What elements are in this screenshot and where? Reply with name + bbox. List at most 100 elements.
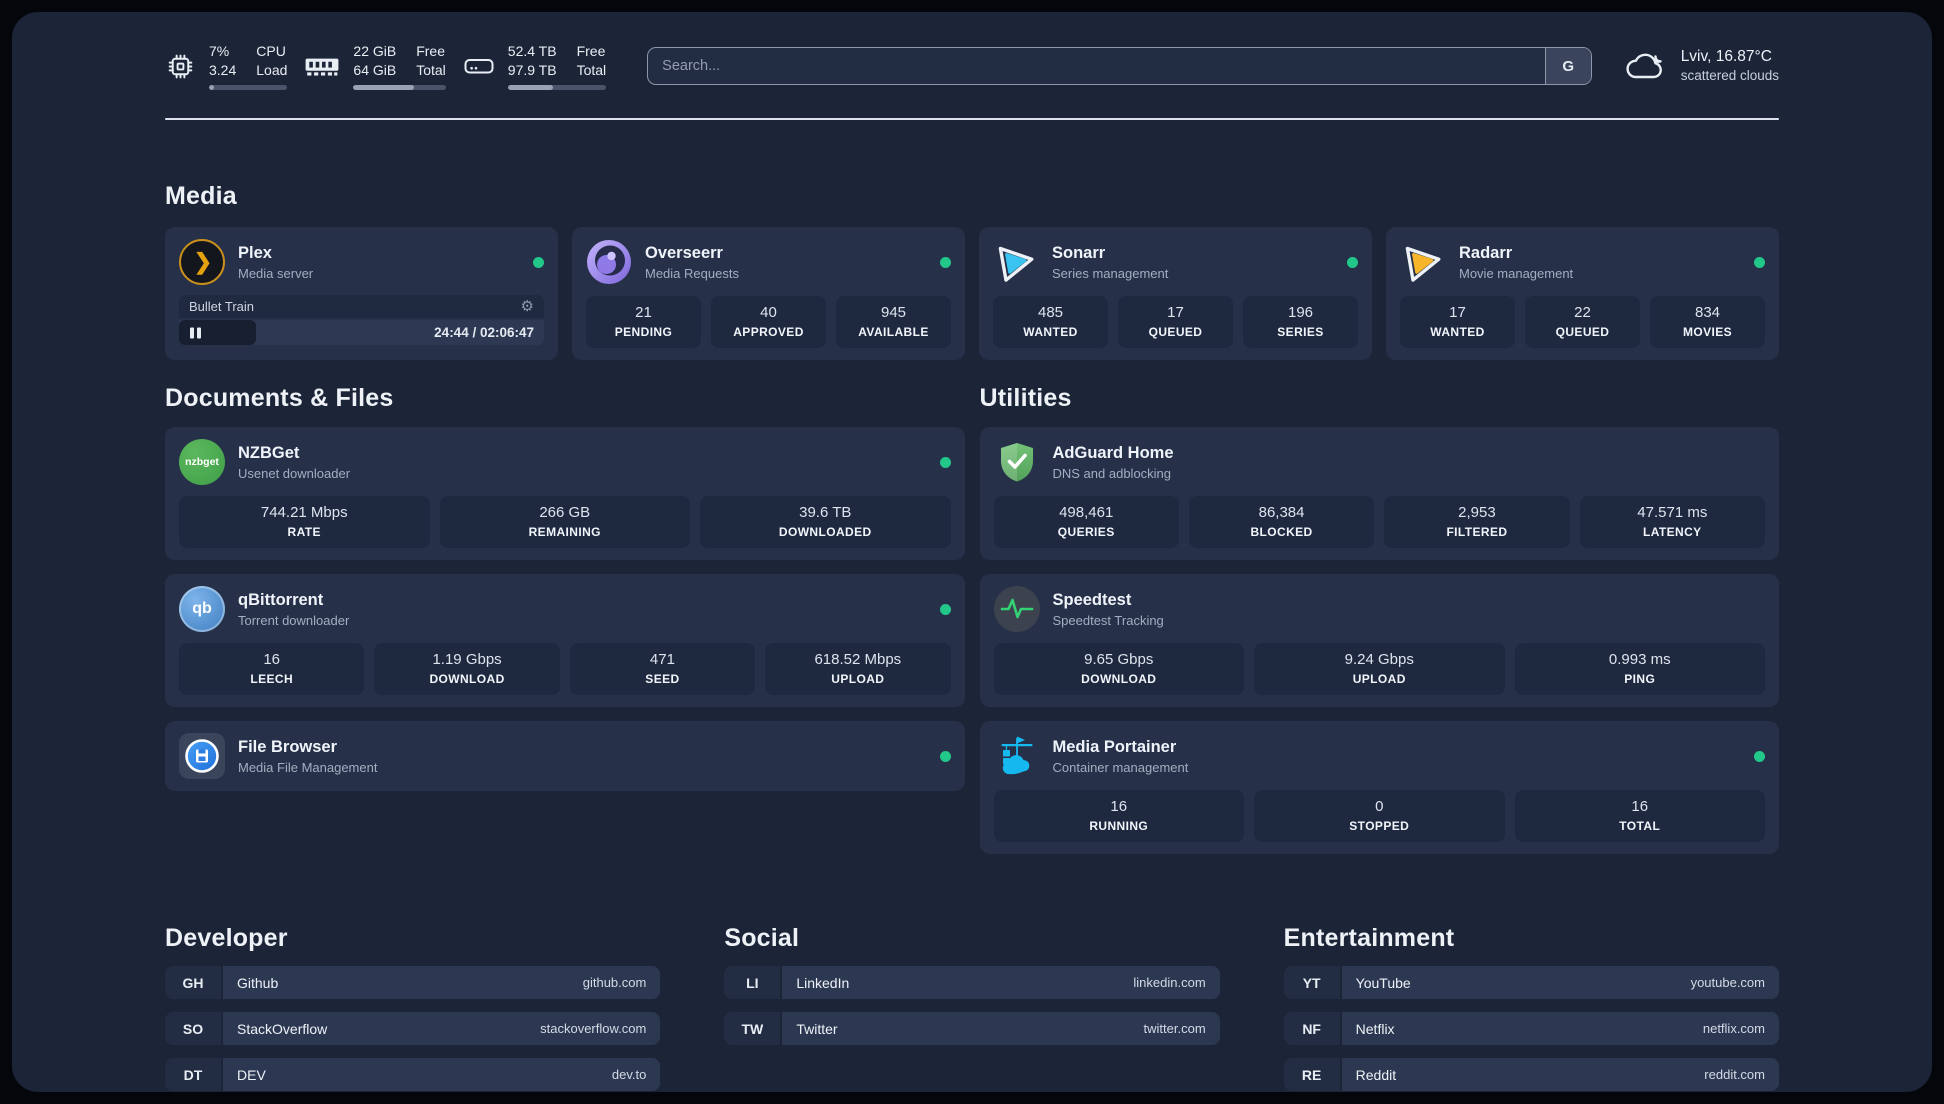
app-card-portainer[interactable]: Media Portainer Container management 16 … [979, 721, 1779, 854]
app-subtitle: Series management [1052, 265, 1169, 281]
memory-total-value: 64 GiB [353, 62, 397, 78]
stat-stopped: 0 STOPPED [1254, 790, 1505, 842]
disk-progress-bar [507, 85, 607, 90]
app-card-nzbget[interactable]: nzbget NZBGet Usenet downloader 744.21 M… [165, 427, 965, 560]
app-card-overseerr[interactable]: Overseerr Media Requests 21 PENDING 40 A… [572, 227, 965, 360]
media-section: ❯ Plex Media server Bullet Train ⚙ 24:44… [165, 227, 1779, 360]
app-name: NZBGet [238, 443, 300, 462]
bookmark-twitter[interactable]: TW Twitter twitter.com [724, 1012, 1220, 1045]
dashboard: 7% 3.24 CPU Load [12, 12, 1932, 1092]
bookmark-url: linkedin.com [1133, 975, 1206, 990]
stat-blocked: 86,384 BLOCKED [1188, 496, 1375, 548]
disk-free-value: 52.4 TB [507, 43, 557, 59]
memory-total-label: Total [416, 62, 446, 78]
app-subtitle: Media File Management [238, 759, 378, 775]
app-subtitle: Media Requests [645, 265, 739, 281]
developer-links-section: Developer GH Github github.com SO StackO… [165, 924, 661, 1091]
status-online-dot [940, 256, 951, 268]
bookmark-name: Reddit [1355, 1066, 1397, 1083]
bookmark-stackoverflow[interactable]: SO StackOverflow stackoverflow.com [165, 1012, 661, 1045]
section-title-utilities: Utilities [979, 384, 1072, 412]
filebrowser-icon [179, 733, 225, 779]
cpu-progress-bar [209, 85, 288, 90]
bookmark-name: LinkedIn [796, 974, 850, 991]
speedtest-icon [993, 586, 1040, 632]
now-playing-title: Bullet Train [189, 299, 255, 314]
status-online-dot [939, 456, 951, 468]
stat-available: 945 AVAILABLE [836, 296, 951, 348]
bookmark-abbr: RE [1283, 1058, 1340, 1091]
playback-progress-bar[interactable]: 24:44 / 02:06:47 [179, 320, 544, 345]
stat-downloaded: 39.6 TB DOWNLOADED [700, 496, 951, 548]
stat-queries: 498,461 QUERIES [993, 496, 1179, 548]
cpu-widget: 7% 3.24 CPU Load [165, 42, 288, 90]
stat-download: 9.65 Gbps DOWNLOAD [993, 643, 1244, 695]
app-card-adguard[interactable]: AdGuard Home DNS and adblocking 498,461 … [979, 427, 1779, 560]
plex-icon: ❯ [179, 239, 225, 285]
app-card-filebrowser[interactable]: File Browser Media File Management [165, 721, 965, 791]
stat-ping: 0.993 ms PING [1514, 643, 1765, 695]
stat-movies: 834 MOVIES [1650, 296, 1765, 348]
app-name: AdGuard Home [1052, 443, 1174, 462]
bookmark-linkedin[interactable]: LI LinkedIn linkedin.com [724, 966, 1220, 999]
bookmark-netflix[interactable]: NF Netflix netflix.com [1283, 1012, 1779, 1045]
bookmark-github[interactable]: GH Github github.com [165, 966, 661, 999]
bookmark-youtube[interactable]: YT YouTube youtube.com [1283, 966, 1779, 999]
stat-running: 16 RUNNING [993, 790, 1244, 842]
stat-upload: 618.52 Mbps UPLOAD [765, 643, 951, 695]
app-name: Radarr [1459, 243, 1513, 262]
disk-total-value: 97.9 TB [507, 62, 557, 78]
utilities-section: Utilities AdGuard Home DNS and adblocki [979, 384, 1779, 868]
status-online-dot [533, 256, 544, 268]
bookmark-url: github.com [582, 975, 647, 990]
cpu-label: CPU [256, 43, 286, 59]
social-links-section: Social LI LinkedIn linkedin.com TW Twitt… [724, 924, 1220, 1091]
app-card-qbittorrent[interactable]: qb qBittorrent Torrent downloader 16 LEE… [165, 574, 965, 707]
nzbget-icon: nzbget [179, 439, 225, 485]
stat-approved: 40 APPROVED [711, 296, 826, 348]
bookmark-url: dev.to [611, 1067, 647, 1082]
load-label: Load [256, 62, 288, 78]
search-engine-button[interactable]: G [1544, 48, 1591, 84]
bookmark-dev[interactable]: DT DEV dev.to [165, 1058, 661, 1091]
app-card-speedtest[interactable]: Speedtest Speedtest Tracking 9.65 Gbps D… [979, 574, 1779, 707]
pause-icon[interactable] [190, 327, 201, 338]
app-card-radarr[interactable]: Radarr Movie management 17 WANTED 22 QUE… [1386, 227, 1779, 360]
playback-time: 24:44 / 02:06:47 [434, 325, 534, 340]
app-name: Speedtest [1052, 590, 1132, 609]
bookmark-abbr: NF [1283, 1012, 1340, 1045]
app-name: qBittorrent [238, 590, 324, 609]
app-name: File Browser [238, 737, 338, 756]
stat-total: 16 TOTAL [1514, 790, 1765, 842]
app-name: Plex [238, 243, 272, 262]
status-online-dot [939, 603, 951, 615]
disk-total-label: Total [576, 62, 607, 78]
section-title-developer: Developer [165, 924, 288, 952]
plex-now-playing: Bullet Train ⚙ 24:44 / 02:06:47 [179, 295, 544, 345]
app-card-plex[interactable]: ❯ Plex Media server Bullet Train ⚙ 24:44… [165, 227, 558, 360]
gear-icon[interactable]: ⚙ [520, 298, 534, 315]
status-online-dot [1754, 750, 1765, 762]
section-title-entertainment: Entertainment [1283, 924, 1455, 952]
bookmark-name: DEV [237, 1066, 266, 1083]
status-online-dot [1347, 256, 1358, 268]
stat-pending: 21 PENDING [586, 296, 701, 348]
entertainment-links-section: Entertainment YT YouTube youtube.com NF … [1283, 924, 1779, 1091]
search-input[interactable] [648, 48, 1591, 84]
disk-free-label: Free [576, 43, 606, 59]
status-online-dot [1754, 256, 1765, 268]
app-subtitle: DNS and adblocking [1052, 465, 1172, 481]
header-divider [165, 118, 1779, 120]
bookmark-url: netflix.com [1702, 1021, 1765, 1036]
stat-queued: 17 QUEUED [1118, 296, 1233, 348]
bookmark-name: Twitter [796, 1020, 838, 1037]
stat-queued: 22 QUEUED [1525, 296, 1640, 348]
stat-series: 196 SERIES [1243, 296, 1358, 348]
stat-wanted: 17 WANTED [1400, 296, 1515, 348]
bookmark-reddit[interactable]: RE Reddit reddit.com [1283, 1058, 1779, 1091]
bookmark-abbr: LI [724, 966, 781, 999]
stat-filtered: 2,953 FILTERED [1384, 496, 1570, 548]
disk-icon [464, 59, 494, 74]
app-card-sonarr[interactable]: Sonarr Series management 485 WANTED 17 Q… [979, 227, 1372, 360]
app-name: Sonarr [1052, 243, 1106, 262]
